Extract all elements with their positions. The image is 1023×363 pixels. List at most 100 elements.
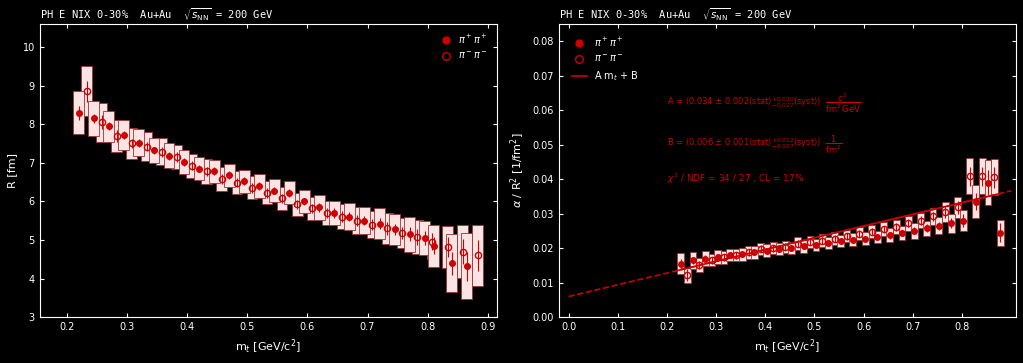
Bar (991, 159, 997, 195)
Bar (81, 66, 92, 117)
Bar (247, 176, 258, 199)
Bar (359, 207, 370, 234)
Bar (74, 91, 84, 134)
Bar (442, 226, 453, 268)
Bar (861, 232, 869, 245)
X-axis label: m$_{t}$ [GeV/c$^{2}$]: m$_{t}$ [GeV/c$^{2}$] (755, 338, 820, 356)
Bar (157, 138, 167, 166)
Bar (720, 251, 727, 264)
Y-axis label: R [fm]: R [fm] (7, 153, 17, 188)
Bar (231, 171, 242, 195)
Bar (367, 211, 377, 238)
Bar (677, 253, 684, 274)
Bar (690, 252, 697, 269)
Legend: $\pi^+\pi^+$, $\pi^-\pi^-$, A m$_{t}$ + B: $\pi^+\pi^+$, $\pi^-\pi^-$, A m$_{t}$ + … (568, 32, 643, 87)
Bar (217, 167, 227, 191)
Bar (307, 197, 317, 220)
Bar (869, 225, 875, 238)
Bar (299, 190, 310, 213)
Bar (148, 138, 160, 163)
Bar (683, 268, 691, 283)
Text: A = (0.034 ± 0.002(stat)$^{+0.020}_{-0.027}$(syst))  $\dfrac{c^2}{\mathrm{fm}^2\: A = (0.034 ± 0.002(stat)$^{+0.020}_{-0.0… (667, 91, 861, 115)
Bar (314, 195, 324, 220)
Bar (856, 228, 862, 240)
Bar (172, 144, 182, 169)
Bar (269, 179, 279, 202)
Bar (412, 220, 422, 254)
Bar (886, 228, 893, 242)
Bar (806, 236, 813, 248)
Legend: $\pi^+\pi^+$, $\pi^-\pi^-$: $\pi^+\pi^+$, $\pi^-\pi^-$ (437, 29, 492, 65)
Bar (119, 120, 129, 150)
Bar (96, 103, 107, 142)
Bar (794, 237, 801, 250)
Bar (967, 158, 973, 194)
Bar (881, 222, 887, 236)
Bar (818, 234, 826, 247)
Bar (837, 235, 844, 248)
Bar (382, 213, 393, 244)
Bar (984, 160, 991, 205)
Bar (898, 226, 905, 240)
Bar (404, 217, 415, 252)
Bar (141, 132, 152, 161)
Bar (732, 249, 740, 261)
Bar (429, 225, 439, 267)
Bar (708, 254, 715, 266)
Bar (164, 143, 174, 168)
Bar (461, 233, 473, 299)
Bar (714, 250, 721, 264)
Text: PH E NIX 0-30%  Au+Au  $\sqrt{s_{\mathrm{NN}}}$ = 200 GeV: PH E NIX 0-30% Au+Au $\sqrt{s_{\mathrm{N… (40, 7, 273, 23)
Bar (763, 244, 770, 257)
Bar (960, 210, 967, 231)
Bar (322, 201, 332, 225)
Bar (782, 241, 789, 253)
Bar (775, 242, 783, 255)
Bar (726, 249, 733, 261)
Bar (745, 246, 752, 258)
Bar (739, 248, 746, 261)
Bar (923, 221, 930, 236)
Bar (751, 246, 758, 258)
Bar (276, 187, 287, 210)
Bar (849, 233, 856, 246)
Bar (942, 202, 948, 221)
Bar (979, 158, 985, 194)
Text: $\chi^2$ / NDF = 34 / 27 , CL = 17%: $\chi^2$ / NDF = 34 / 27 , CL = 17% (667, 172, 804, 186)
Bar (769, 242, 776, 254)
Bar (954, 197, 961, 218)
Bar (126, 128, 137, 159)
Bar (254, 174, 265, 197)
Bar (238, 170, 250, 193)
Bar (352, 207, 363, 234)
Bar (344, 203, 355, 231)
Bar (473, 225, 483, 286)
Bar (112, 119, 122, 152)
Text: B = (0.006 ± 0.001(stat)$^{+0.012}_{-0.007}$(syst))  $\dfrac{1}{\mathrm{fm}^2}$: B = (0.006 ± 0.001(stat)$^{+0.012}_{-0.0… (667, 134, 843, 156)
Bar (224, 164, 234, 187)
Bar (427, 225, 438, 259)
Bar (419, 221, 430, 256)
Bar (800, 240, 807, 253)
Bar (202, 159, 213, 184)
Bar (103, 111, 115, 142)
X-axis label: m$_{t}$ [GeV/c$^{2}$]: m$_{t}$ [GeV/c$^{2}$] (235, 338, 301, 356)
Bar (947, 214, 954, 233)
Bar (996, 220, 1004, 246)
Bar (88, 101, 99, 136)
Bar (832, 232, 838, 245)
Bar (133, 129, 144, 156)
Bar (930, 208, 936, 225)
Bar (874, 231, 881, 243)
Bar (283, 181, 295, 204)
Text: PH E NIX 0-30%  Au+Au  $\sqrt{s_{\mathrm{NN}}}$ = 200 GeV: PH E NIX 0-30% Au+Au $\sqrt{s_{\mathrm{N… (559, 7, 792, 23)
Bar (910, 223, 918, 238)
Bar (337, 204, 348, 229)
Bar (457, 225, 468, 278)
Bar (397, 217, 408, 249)
Bar (918, 213, 924, 228)
Bar (262, 181, 272, 204)
Bar (329, 201, 340, 225)
Bar (292, 193, 303, 216)
Bar (696, 258, 703, 272)
